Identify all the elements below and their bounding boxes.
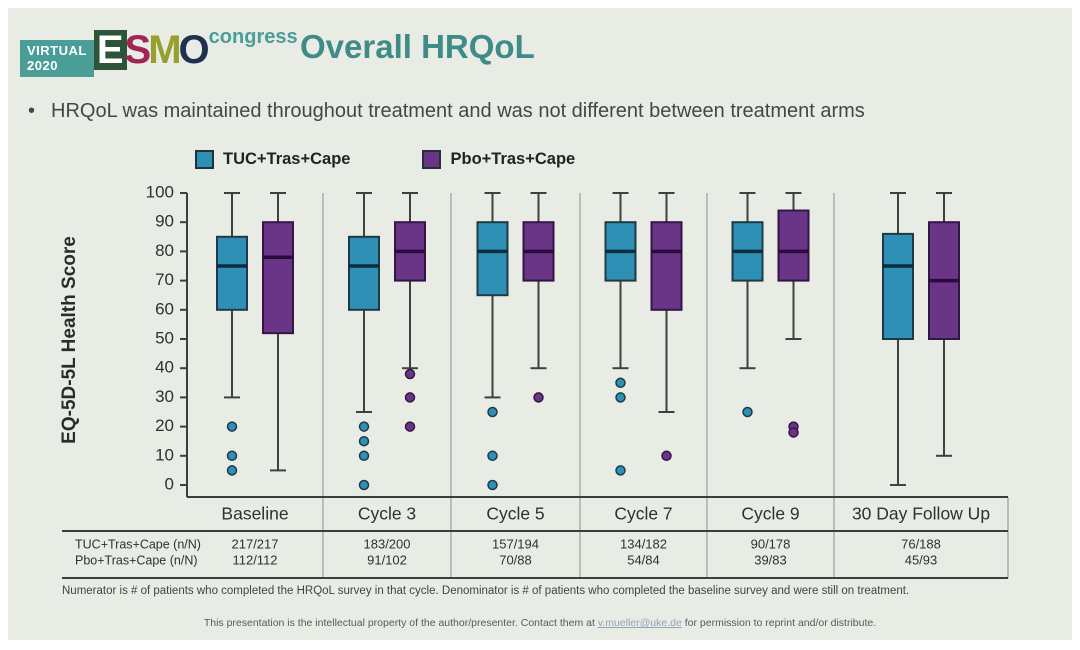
outlier-dot — [404, 421, 416, 432]
disclaimer-suffix: for permission to reprint and/or distrib… — [681, 617, 877, 629]
outlier-dot — [487, 406, 498, 418]
table-cell: 54/84 — [627, 552, 660, 567]
legend-item-pbo: Pbo+Tras+Cape — [422, 150, 575, 169]
esmo-congress-logo: VIRTUAL 2020 E S M O congress — [20, 24, 298, 77]
outlier-dot — [661, 450, 672, 462]
legend-label-tuc: TUC+Tras+Cape — [223, 150, 351, 168]
y-tick-label: 40 — [155, 358, 174, 377]
outlier-dot — [615, 392, 626, 403]
box-TUC+Tras+Cape — [216, 235, 248, 311]
y-tick-label: 30 — [155, 387, 174, 406]
y-tick-label: 100 — [146, 182, 174, 201]
congress-label: congress — [208, 26, 298, 48]
outlier-dot — [226, 465, 238, 476]
table-cell: 39/83 — [754, 552, 787, 567]
box-Pbo+Tras+Cape — [777, 209, 810, 282]
outlier-dot — [615, 465, 626, 476]
virtual-label: VIRTUAL — [27, 43, 87, 58]
outlier-dot — [404, 392, 416, 403]
disclaimer-line: This presentation is the intellectual pr… — [8, 617, 1072, 629]
y-tick-label: 50 — [155, 328, 174, 347]
outlier-dot — [358, 479, 370, 491]
table-row-label: Pbo+Tras+Cape (n/N) — [75, 553, 198, 567]
virtual-year: 2020 — [27, 58, 58, 73]
y-tick-label: 90 — [155, 212, 174, 231]
outlier-dot — [404, 368, 416, 380]
category-label: Baseline — [221, 504, 288, 524]
esmo-letter-s: S — [124, 28, 152, 72]
legend-label-pbo: Pbo+Tras+Cape — [450, 150, 576, 168]
table-cell: 183/200 — [364, 536, 411, 551]
table-cell: 157/194 — [492, 536, 539, 551]
table-cell: 217/217 — [232, 536, 279, 551]
outlier-dot — [487, 479, 498, 491]
table-cell: 91/102 — [367, 552, 407, 567]
box-TUC+Tras+Cape — [882, 232, 914, 341]
outlier-dot — [358, 450, 370, 462]
y-tick-label: 80 — [155, 241, 174, 260]
table-row-label: TUC+Tras+Cape (n/N) — [75, 537, 201, 551]
page-title: Overall HRQoL — [300, 28, 535, 65]
disclaimer-prefix: This presentation is the intellectual pr… — [203, 617, 598, 629]
category-label: 30 Day Follow Up — [852, 504, 990, 524]
outlier-dot — [358, 421, 370, 432]
legend-swatch-teal — [195, 150, 214, 169]
contact-email-link[interactable]: v.mueller@uke.de — [597, 617, 682, 629]
slide: VIRTUAL 2020 E S M O congress Overall HR… — [8, 8, 1072, 640]
y-tick-label: 20 — [155, 416, 174, 435]
legend-swatch-purple — [422, 150, 442, 169]
y-tick-label: 0 — [165, 474, 174, 493]
outlier-dot — [226, 450, 238, 462]
key-finding-bullet: • HRQoL was maintained throughout treatm… — [28, 100, 1028, 123]
y-tick-label: 70 — [155, 270, 174, 289]
bullet-marker: • — [28, 100, 36, 122]
category-label: Cycle 9 — [741, 504, 799, 524]
y-tick-label: 10 — [155, 445, 174, 464]
outlier-dot — [788, 427, 799, 438]
esmo-letter-o: O — [178, 28, 210, 72]
esmo-letter-e: E — [93, 30, 127, 70]
category-label: Cycle 3 — [358, 504, 416, 524]
table-cell: 45/93 — [905, 552, 938, 567]
virtual-2020-badge: VIRTUAL 2020 — [20, 40, 94, 77]
box-TUC+Tras+Cape — [476, 221, 509, 297]
outlier-dot — [533, 392, 544, 403]
box-Pbo+Tras+Cape — [262, 221, 294, 335]
chart-legend: TUC+Tras+Cape Pbo+Tras+Cape — [195, 150, 575, 169]
box-Pbo+Tras+Cape — [650, 221, 683, 311]
table-cell: 90/178 — [751, 536, 791, 551]
table-cell: 134/182 — [620, 536, 667, 551]
outlier-dot — [226, 421, 238, 432]
outlier-dot — [615, 377, 626, 389]
table-cell: 76/188 — [901, 536, 941, 551]
outlier-dot — [742, 406, 753, 418]
boxplot-chart: 0 10 20 30 40 50 60 70 80 90 100 Baseline Cycle 3 Cyc… — [62, 182, 1009, 579]
bullet-text: HRQoL was maintained throughout treatmen… — [51, 100, 865, 122]
category-label: Cycle 7 — [614, 504, 672, 524]
box-TUC+Tras+Cape — [348, 235, 380, 311]
table-cell: 112/112 — [232, 552, 277, 567]
esmo-wordmark: E S M O — [93, 28, 210, 72]
outlier-dot — [358, 435, 370, 447]
y-tick-label: 60 — [155, 299, 174, 318]
legend-item-tuc: TUC+Tras+Cape — [195, 150, 350, 169]
table-cell: 70/88 — [499, 552, 532, 567]
esmo-letter-m: M — [148, 28, 182, 72]
table-footnote: Numerator is # of patients who completed… — [62, 585, 910, 597]
category-label: Cycle 5 — [486, 504, 544, 524]
outlier-dot — [487, 450, 498, 462]
